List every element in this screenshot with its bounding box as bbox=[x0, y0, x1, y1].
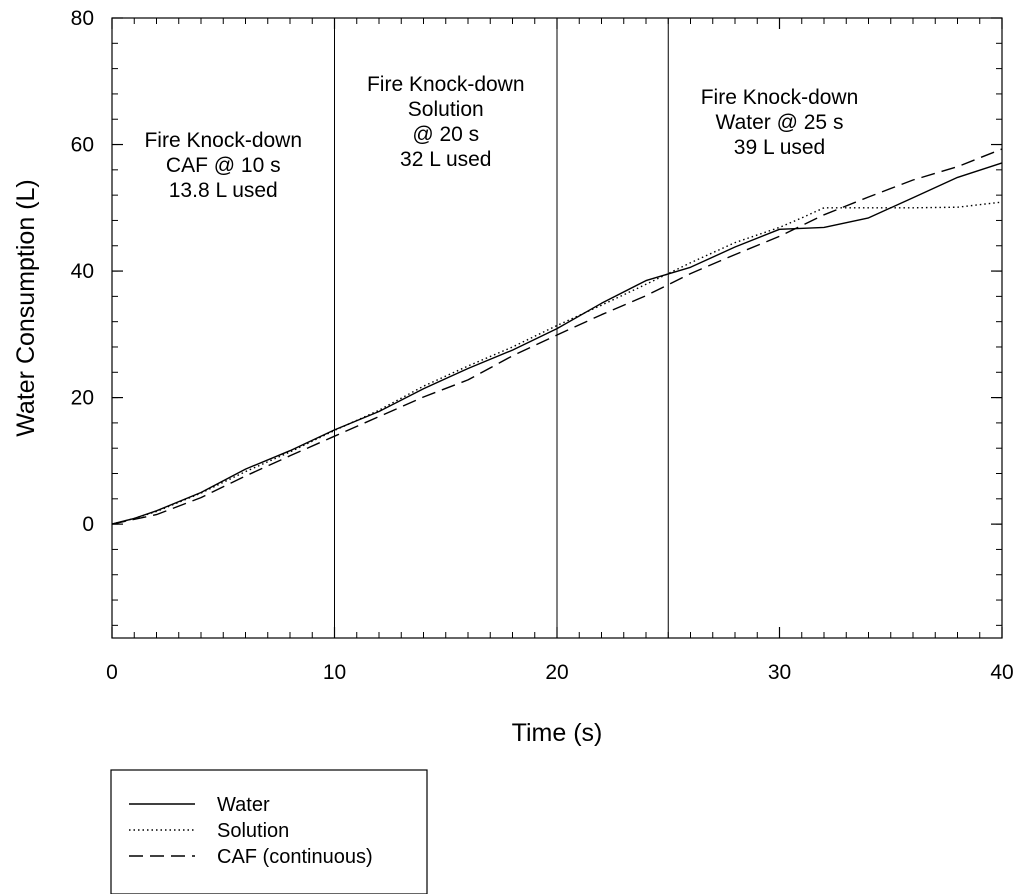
major-ticks: 0 10 20 30 40 0 20 40 60 80 bbox=[71, 7, 1014, 684]
y-tick-label: 60 bbox=[71, 134, 94, 157]
annotation: Fire Knock-down Water @ 25 s 39 L used bbox=[701, 86, 859, 159]
x-tick-label: 0 bbox=[106, 661, 118, 684]
series-line-solution bbox=[111, 201, 1003, 525]
annotation-line: 13.8 L used bbox=[169, 179, 278, 202]
knockdown-lines bbox=[334, 18, 669, 638]
annotation-line: 39 L used bbox=[734, 136, 825, 159]
legend-label: Solution bbox=[217, 820, 289, 842]
annotation-line: 32 L used bbox=[400, 148, 491, 171]
y-tick-label: 0 bbox=[82, 513, 94, 536]
x-tick-label: 40 bbox=[990, 661, 1013, 684]
annotation-line: Water @ 25 s bbox=[716, 111, 844, 134]
x-axis-title: Time (s) bbox=[512, 719, 603, 747]
legend-label: CAF (continuous) bbox=[217, 846, 373, 868]
annotations: Fire Knock-down CAF @ 10 s 13.8 L usedFire… bbox=[144, 73, 858, 202]
series-line-water bbox=[111, 162, 1003, 525]
series-line-caf-continuous bbox=[111, 148, 1003, 525]
legend: Water Solution CAF (continuous) bbox=[110, 769, 428, 894]
annotation-line: @ 20 s bbox=[412, 123, 479, 146]
annotation-line: Fire Knock-down bbox=[144, 129, 302, 152]
x-tick-label: 10 bbox=[323, 661, 346, 684]
series-lines bbox=[111, 148, 1003, 525]
legend-box bbox=[110, 769, 428, 894]
y-axis-title: Water Consumption (L) bbox=[12, 179, 40, 437]
y-tick-label: 40 bbox=[71, 260, 94, 283]
legend-items: Water Solution CAF (continuous) bbox=[129, 794, 373, 868]
y-tick-label: 20 bbox=[71, 387, 94, 410]
annotation-line: Fire Knock-down bbox=[367, 73, 525, 96]
annotation: Fire Knock-down CAF @ 10 s 13.8 L used bbox=[144, 129, 302, 202]
annotation-line: Solution bbox=[408, 98, 484, 121]
annotation-line: CAF @ 10 s bbox=[166, 154, 281, 177]
legend-label: Water bbox=[217, 794, 270, 816]
annotation: Fire Knock-down Solution @ 20 s 32 L used bbox=[367, 73, 525, 171]
annotation-line: Fire Knock-down bbox=[701, 86, 859, 109]
y-tick-label: 80 bbox=[71, 7, 94, 30]
x-tick-label: 20 bbox=[545, 661, 568, 684]
x-tick-label: 30 bbox=[768, 661, 791, 684]
